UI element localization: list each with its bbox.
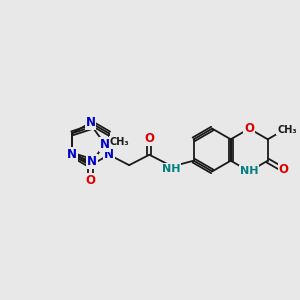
Text: CH₃: CH₃: [277, 125, 297, 135]
Text: CH₃: CH₃: [110, 137, 130, 147]
Text: O: O: [144, 132, 154, 145]
Text: NH: NH: [240, 167, 259, 176]
Text: O: O: [279, 164, 289, 176]
Text: N: N: [85, 116, 95, 129]
Text: N: N: [104, 148, 114, 161]
Text: N: N: [100, 138, 110, 151]
Text: O: O: [85, 174, 95, 188]
Text: NH: NH: [162, 164, 180, 174]
Text: O: O: [244, 122, 254, 135]
Text: N: N: [67, 148, 77, 161]
Text: N: N: [87, 155, 97, 168]
